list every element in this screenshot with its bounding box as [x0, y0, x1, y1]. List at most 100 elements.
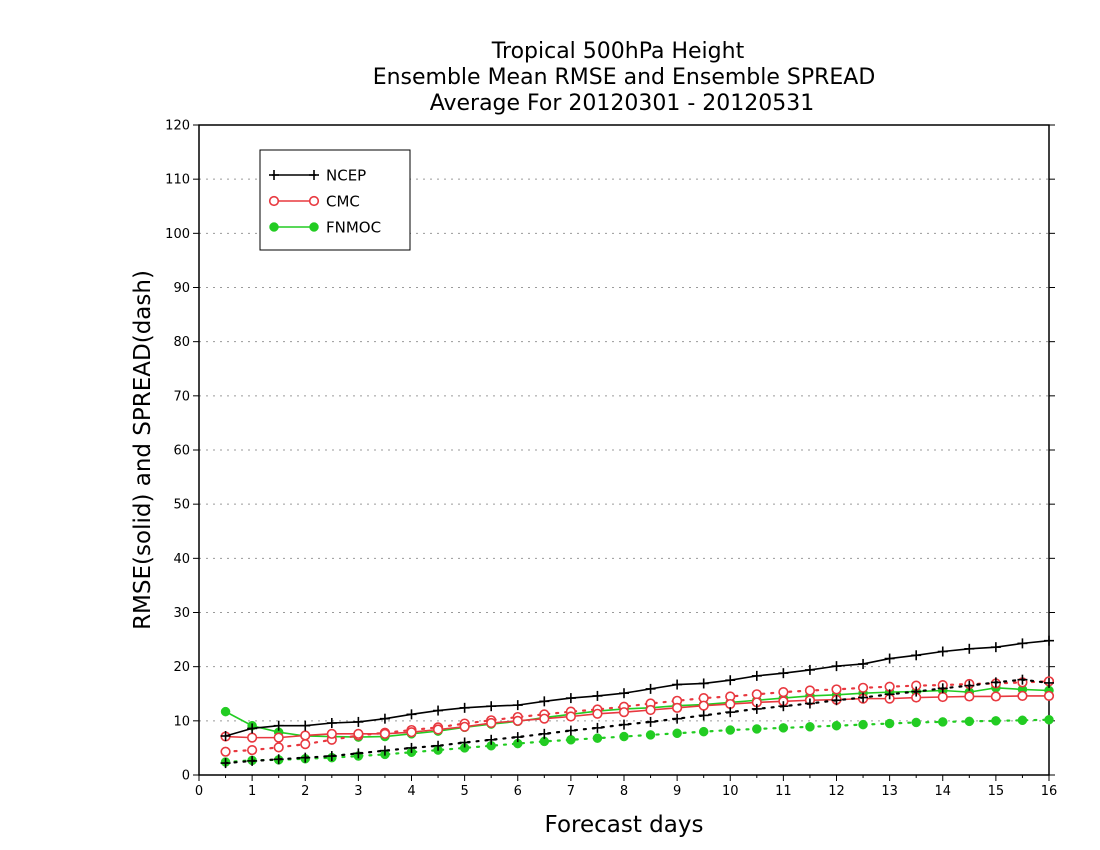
ncep-rmse-point	[1044, 635, 1054, 646]
ncep-spread-point	[645, 716, 656, 727]
y-tick-label: 50	[173, 498, 190, 513]
fnmoc-spread-point	[725, 725, 735, 735]
ncep-spread-point	[672, 713, 683, 724]
ncep-spread-point	[751, 703, 762, 714]
fnmoc-spread-point	[858, 719, 868, 730]
ncep-spread-point	[406, 742, 417, 753]
ncep-spread-point	[459, 737, 470, 748]
ncep-rmse-point	[486, 701, 497, 712]
legend: NCEP CMC FNMOC	[259, 149, 411, 251]
cmc-rmse-point	[698, 700, 709, 711]
cmc-rmse-point	[565, 711, 576, 722]
legend-box	[259, 149, 411, 251]
ncep-rmse-point	[804, 664, 815, 675]
fnmoc-spread-point	[645, 730, 656, 740]
fnmoc-spread-point	[698, 726, 709, 737]
fnmoc-spread-point	[805, 722, 815, 732]
legend-marker-fnmoc	[269, 222, 279, 232]
ncep-rmse-point	[565, 693, 576, 704]
cmc-rmse-point	[300, 730, 311, 741]
x-tick-label: 14	[934, 784, 951, 799]
y-tick-label: 10	[173, 714, 190, 729]
y-tick-label: 90	[173, 281, 190, 296]
fnmoc-spread-point	[1017, 715, 1028, 726]
ncep-rmse-point	[353, 716, 364, 727]
ncep-spread-point	[619, 719, 629, 730]
cmc-rmse-point	[725, 698, 736, 710]
cmc-rmse-point	[273, 732, 284, 743]
cmc-rmse-point	[937, 691, 948, 703]
ncep-rmse-point	[512, 700, 523, 711]
title-line-1: Tropical 500hPa Height	[491, 39, 745, 64]
cmc-rmse-point	[432, 724, 444, 735]
x-tick-label: 10	[722, 784, 739, 799]
chart-title: Tropical 500hPa Height Ensemble Mean RMS…	[373, 39, 876, 116]
ncep-rmse-point	[406, 709, 417, 720]
ncep-rmse-point	[778, 668, 789, 679]
ncep-spread-point	[911, 686, 922, 697]
ncep-spread-point	[964, 680, 975, 691]
cmc-spread-point	[831, 684, 842, 695]
ncep-spread-point	[1017, 674, 1028, 685]
x-tick-label: 1	[248, 784, 256, 799]
fnmoc-spread-point	[991, 716, 1001, 726]
cmc-rmse-point	[672, 702, 683, 713]
cmc-rmse-line	[225, 695, 1049, 739]
cmc-rmse-point	[247, 732, 258, 743]
fnmoc-spread-point	[566, 735, 576, 745]
fnmoc-spread-point	[964, 716, 975, 727]
cmc-rmse-point	[459, 721, 470, 732]
y-axis-title: RMSE(solid) and SPREAD(dash)	[130, 270, 156, 630]
x-tick-label: 3	[354, 784, 362, 799]
ncep-spread-point	[565, 725, 576, 736]
ncep-spread-point	[273, 754, 284, 765]
y-tick-label: 60	[173, 444, 190, 459]
cmc-rmse-point	[486, 717, 497, 729]
ncep-rmse-point	[911, 650, 922, 661]
ncep-rmse-point	[645, 683, 656, 694]
ncep-spread-point	[220, 758, 231, 769]
y-tick-label: 110	[165, 173, 190, 188]
ncep-spread-point	[778, 701, 789, 712]
fnmoc-spread-point	[592, 733, 603, 743]
y-tick-label: 40	[173, 552, 190, 567]
x-tick-label: 7	[567, 784, 575, 799]
cmc-rmse-point	[1043, 690, 1055, 702]
ncep-rmse-point	[273, 720, 284, 731]
ncep-rmse-point	[884, 653, 895, 664]
x-tick-label: 16	[1041, 784, 1058, 799]
ncep-spread-point	[486, 734, 497, 745]
ncep-rmse-point	[539, 696, 550, 707]
ncep-spread-point	[831, 695, 842, 706]
ncep-spread-point	[592, 722, 603, 733]
ncep-rmse-point	[220, 731, 231, 741]
ncep-spread-point	[698, 710, 709, 721]
cmc-rmse-point	[353, 728, 364, 739]
ncep-rmse-point	[831, 661, 842, 672]
cmc-rmse-point	[964, 691, 975, 702]
legend-marker-fnmoc	[309, 222, 319, 232]
cmc-rmse-point	[539, 713, 550, 724]
ncep-rmse-point	[379, 713, 390, 724]
cmc-spread-point	[778, 687, 789, 698]
ncep-rmse-point	[990, 642, 1001, 653]
cmc-spread-line	[224, 680, 1051, 753]
cmc-rmse-point	[512, 715, 523, 726]
series-lines	[220, 635, 1055, 769]
ncep-rmse-point	[247, 723, 258, 734]
y-tick-label: 120	[165, 119, 190, 134]
cmc-spread-point	[857, 682, 869, 693]
cmc-spread-point	[751, 689, 762, 700]
legend-label-cmc: CMC	[326, 193, 360, 211]
y-tick-label: 0	[182, 769, 190, 784]
ncep-spread-point	[884, 689, 895, 700]
ncep-spread-point	[804, 698, 815, 709]
legend-marker-cmc	[268, 195, 280, 207]
ncep-spread-point	[353, 748, 364, 759]
ncep-spread-point	[326, 751, 337, 762]
ncep-rmse-point	[751, 670, 762, 681]
gridlines	[199, 178, 1049, 722]
fnmoc-spread-point	[1044, 715, 1054, 725]
cmc-spread-point	[804, 685, 816, 696]
fnmoc-spread-point	[831, 720, 842, 731]
